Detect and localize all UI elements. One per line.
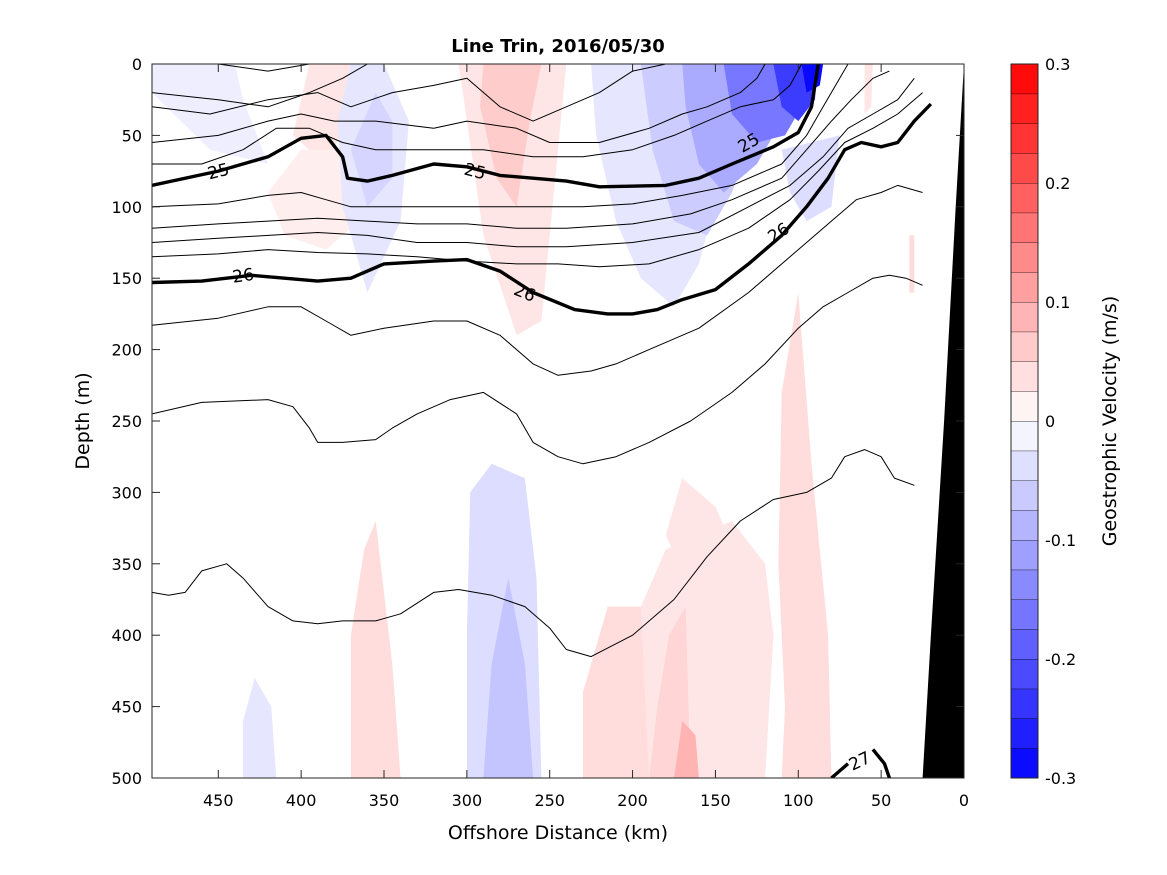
x-tick-label: 100 [783,791,814,810]
colorbar-band [1011,510,1038,540]
colorbar-band [1011,569,1038,600]
x-tick-label: 200 [617,791,648,810]
isopycnal [152,70,890,229]
velocity-patch [665,478,766,778]
density-contours [152,64,933,778]
colorbar-band [1011,391,1038,421]
colorbar-band [1011,272,1038,302]
isopycnal [152,64,666,122]
isopycnal [152,77,915,248]
x-axis-label: Offshore Distance (km) [448,822,668,844]
colorbar-band [1011,93,1038,124]
colorbar-tick-label: 0.1 [1045,293,1070,312]
y-tick-label: 350 [111,555,142,574]
isopycnal [152,64,368,108]
isopycnal [152,64,803,165]
colorbar-band [1011,361,1038,392]
velocity-patch [268,149,360,250]
colorbar-band [1011,421,1038,451]
colorbar: 0.3 0.2 0.1 0 -0.1 -0.2 -0.3 [1010,55,1076,788]
velocity-patch [909,235,915,293]
y-tick-label: 300 [111,483,142,502]
colorbar-band [1011,183,1038,213]
colorbar-tick-label: 0.3 [1045,55,1070,74]
y-tick-label: 100 [111,198,142,217]
topography [922,64,964,778]
isopycnal-major [871,748,892,778]
velocity-patch [674,720,699,778]
contour-label: 26 [231,265,255,288]
colorbar-band [1011,331,1038,362]
y-tick-label: 250 [111,412,142,431]
colorbar-band [1011,450,1038,481]
chart-title: Line Trin, 2016/05/30 [451,36,665,57]
velocity-patch [864,64,873,114]
y-tick-label: 500 [111,769,142,788]
velocity-patch [350,521,401,778]
colorbar-band [1011,212,1038,243]
colorbar-label: Geostrophic Velocity (m/s) [1099,296,1121,546]
colorbar-tick-label: -0.2 [1045,650,1076,669]
plot-background [152,64,964,778]
colorbar-tick-label: 0.2 [1045,174,1070,193]
colorbar-band [1011,540,1038,570]
y-tick-label: 0 [132,55,142,74]
y-tick-label: 50 [122,126,142,145]
x-tick-label: 400 [286,791,317,810]
isopycnal [152,64,849,208]
isopycnal [152,92,923,268]
colorbar-ticks: 0.3 0.2 0.1 0 -0.1 -0.2 -0.3 [1045,55,1076,788]
x-tick-label: 50 [871,791,891,810]
colorbar-band [1011,659,1038,689]
x-tick-label: 150 [700,791,731,810]
y-tick-label: 400 [111,626,142,645]
colorbar-band [1011,64,1038,94]
x-tick-label: 450 [203,791,234,810]
colorbar-tick-label: -0.3 [1045,769,1076,788]
y-axis-label: Depth (m) [72,372,94,469]
colorbar-band [1011,302,1038,332]
x-tick-label: 250 [534,791,565,810]
velocity-patch [480,64,542,207]
x-tick-label: 300 [452,791,483,810]
colorbar-band [1011,480,1038,511]
colorbar-band [1011,718,1038,749]
velocity-patch [243,678,277,778]
colorbar-tick-label: 0 [1045,412,1055,431]
velocity-patch [582,606,650,778]
velocity-patch [649,606,691,778]
velocity-patch [806,563,832,778]
y-tick-label: 150 [111,269,142,288]
colorbar-tick-label: -0.1 [1045,531,1076,550]
x-tick-label: 350 [369,791,400,810]
x-axis: 450 400 350 300 250 200 150 100 50 0 [203,64,969,810]
y-tick-label: 200 [111,341,142,360]
isopycnal-major [152,64,820,189]
colorbar-band [1011,242,1038,273]
isopycnal [152,274,923,465]
colorbar-band [1011,123,1038,154]
colorbar-band [1011,153,1038,183]
colorbar-band [1011,748,1038,778]
isopycnal [218,64,310,72]
isopycnal [152,64,766,143]
colorbar-bands [1011,63,1038,778]
isopycnal-major [152,102,933,316]
isopycnal [152,449,915,658]
y-axis: 0 50 100 150 200 250 300 350 400 450 500 [111,55,964,788]
x-tick-label: 0 [959,791,969,810]
colorbar-band [1011,599,1038,630]
colorbar-band [1011,629,1038,659]
velocity-patch [483,578,534,778]
colorbar-frame [1010,63,1039,779]
y-tick-label: 450 [111,698,142,717]
topography-mask [922,64,964,778]
isopycnal-major [830,762,850,778]
colorbar-band [1011,688,1038,719]
isopycnal [152,184,923,376]
